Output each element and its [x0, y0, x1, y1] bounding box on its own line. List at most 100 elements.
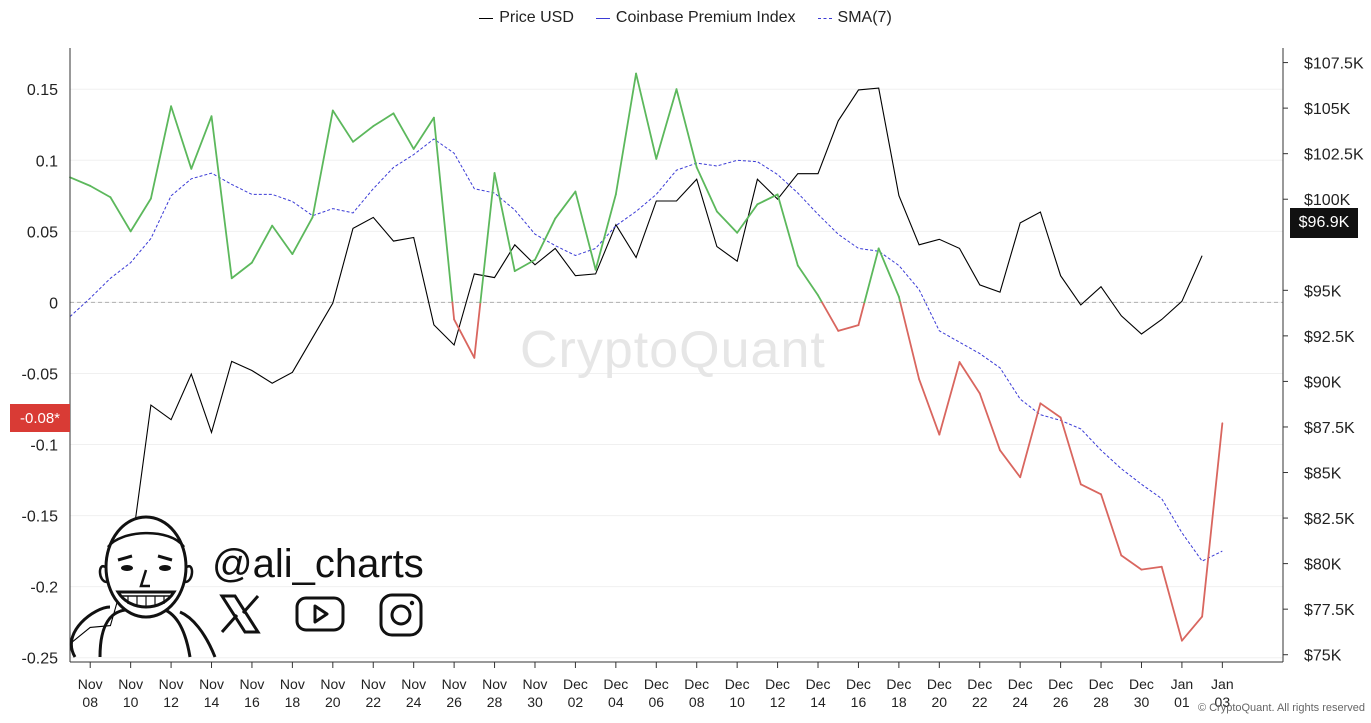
right-axis-tick-label: $87.5K: [1304, 420, 1355, 437]
premium-segment: [837, 324, 860, 332]
grid-lines: [70, 88, 1283, 659]
branding-overlay: [0, 512, 440, 662]
premium-segment: [918, 378, 941, 436]
x-axis-tick-month: Nov: [523, 676, 548, 692]
instagram-icon[interactable]: [378, 592, 424, 638]
right-axis-tick-label: $82.5K: [1304, 511, 1355, 528]
left-axis-tick-label: 0.15: [27, 82, 58, 99]
premium-segment: [1100, 493, 1123, 557]
x-axis-tick-day: 24: [1012, 694, 1028, 710]
premium-segment: [1079, 483, 1102, 496]
premium-segment: [513, 258, 536, 273]
x-axis-tick-day: 26: [1053, 694, 1069, 710]
x-axis-tick-month: Nov: [401, 676, 426, 692]
x-axis-tick-day: 24: [406, 694, 422, 710]
x-axis-tick-day: 08: [82, 694, 98, 710]
premium-segment: [230, 261, 253, 280]
left-axis-tick-label: -0.1: [30, 438, 58, 455]
premium-segment: [352, 125, 375, 143]
premium-segment: [821, 301, 840, 332]
x-axis-tick-day: 18: [891, 694, 907, 710]
right-axis-tick-label: $77.5K: [1304, 602, 1355, 619]
right-axis-tick-label: $85K: [1304, 466, 1342, 483]
right-axis-tick-label: $107.5K: [1304, 56, 1364, 73]
x-axis-tick-month: Dec: [846, 676, 871, 692]
left-axis-tick-label: -0.15: [22, 509, 59, 526]
premium-segment: [1181, 615, 1204, 642]
x-axis-tick-month: Dec: [886, 676, 911, 692]
x-axis-tick-month: Nov: [159, 676, 184, 692]
youtube-icon[interactable]: [294, 592, 346, 636]
premium-segment: [170, 105, 193, 170]
x-axis-tick-day: 08: [689, 694, 705, 710]
premium-segment: [479, 172, 496, 304]
left-axis-tick-label: 0.05: [27, 224, 58, 241]
premium-segment: [453, 318, 476, 359]
x-axis-tick-month: Dec: [765, 676, 790, 692]
x-axis-tick-day: 01: [1174, 694, 1190, 710]
premium-segment: [412, 116, 435, 150]
x-axis-tick-month: Nov: [239, 676, 264, 692]
left-axis-tick-label: -0.2: [30, 580, 58, 597]
x-axis-tick-day: 12: [770, 694, 786, 710]
x-logo-icon[interactable]: [218, 592, 262, 636]
legend-item-price[interactable]: Price USD: [479, 6, 574, 30]
premium-segment: [291, 216, 314, 255]
premium-segment: [978, 392, 1001, 452]
legend-label-price: Price USD: [499, 9, 574, 26]
x-axis-tick-month: Jan: [1211, 676, 1234, 692]
x-axis-tick-month: Dec: [1048, 676, 1073, 692]
x-axis-tick-day: 10: [729, 694, 745, 710]
x-axis-tick-month: Dec: [806, 676, 831, 692]
x-axis-tick-day: 26: [446, 694, 462, 710]
x-axis-tick-month: Dec: [725, 676, 750, 692]
watermark: CryptoQuant: [520, 321, 826, 379]
price-usd-series: [69, 87, 1203, 645]
x-axis-tick-day: 28: [487, 694, 503, 710]
premium-segment: [190, 115, 213, 170]
x-axis-tick-month: Dec: [563, 676, 588, 692]
x-axis-tick-day: 22: [972, 694, 988, 710]
x-axis-tick-month: Dec: [967, 676, 992, 692]
premium-segment: [675, 88, 698, 169]
x-axis-tick-month: Nov: [280, 676, 305, 692]
premium-segment: [1019, 402, 1042, 479]
copyright: © CryptoQuant. All rights reserved: [1197, 702, 1365, 714]
x-axis-ticks: Nov 08 Nov 10 Nov 12 Nov 14 Nov 16 Nov 18 Nov 20 Nov 22…: [78, 662, 1234, 710]
premium-segment: [432, 116, 454, 304]
x-axis-tick-day: 20: [325, 694, 341, 710]
premium-segment: [1140, 565, 1163, 571]
right-axis-tick-label: $80K: [1304, 557, 1342, 574]
legend-item-sma[interactable]: SMA(7): [817, 6, 892, 30]
x-axis-tick-day: 16: [244, 694, 260, 710]
x-axis-tick-day: 30: [1134, 694, 1150, 710]
right-axis-tick-label: $92.5K: [1304, 329, 1355, 346]
right-axis-tick-label: $90K: [1304, 374, 1342, 391]
x-axis-tick-month: Jan: [1171, 676, 1194, 692]
axes: [69, 48, 1284, 663]
current-price-badge: $96.9K: [1290, 208, 1358, 238]
x-axis-tick-day: 10: [123, 694, 139, 710]
x-axis-tick-day: 03: [1215, 694, 1231, 710]
premium-segment: [776, 193, 799, 267]
right-axis-ticks: $107.5K $105K $102.5K $100K $95K $92.5K $90K $8…: [1283, 56, 1364, 665]
premium-segment: [109, 196, 132, 233]
premium-segment: [69, 176, 92, 187]
legend-item-premium[interactable]: Coinbase Premium Index: [595, 6, 796, 30]
x-axis-tick-month: Nov: [442, 676, 467, 692]
coinbase-premium-series: [69, 72, 1224, 642]
x-axis-tick-month: Nov: [199, 676, 224, 692]
x-axis-tick-month: Dec: [1089, 676, 1114, 692]
left-axis-tick-label: -0.25: [22, 651, 59, 668]
x-axis-tick-day: 18: [285, 694, 301, 710]
x-axis-tick-day: 14: [810, 694, 826, 710]
legend-label-sma: SMA(7): [837, 9, 892, 26]
premium-segment: [756, 193, 779, 206]
premium-segment: [129, 197, 152, 233]
premium-segment: [331, 109, 354, 143]
premium-segment: [1059, 416, 1082, 486]
cartoon-face-icon: [69, 515, 217, 658]
x-axis-tick-day: 20: [932, 694, 948, 710]
premium-segment: [1120, 554, 1143, 571]
x-axis-tick-day: 16: [851, 694, 867, 710]
